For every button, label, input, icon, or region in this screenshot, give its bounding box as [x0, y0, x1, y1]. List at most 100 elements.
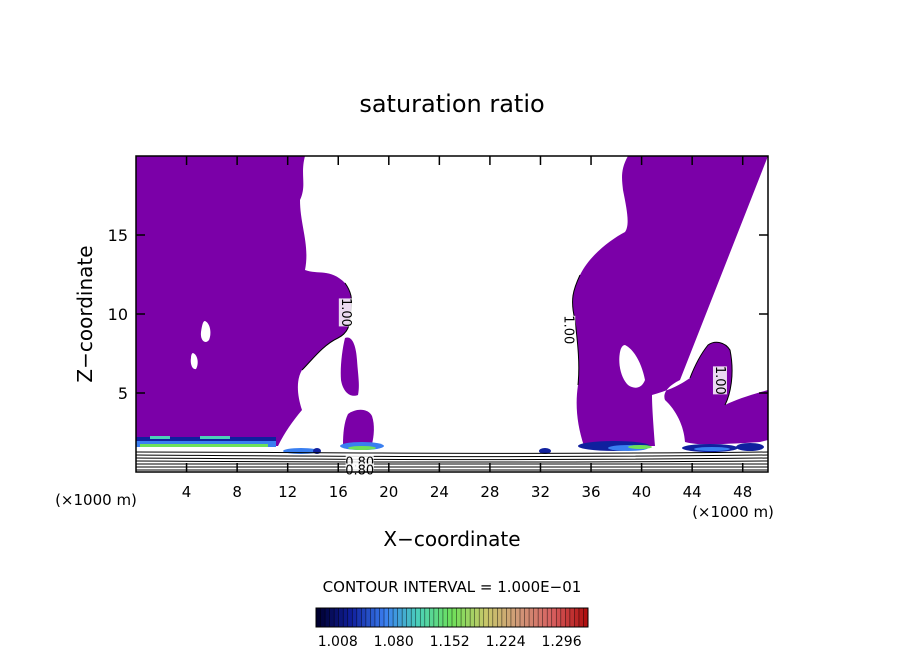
- colorbar-cell: [520, 608, 526, 627]
- x-tick-label: 8: [232, 483, 242, 501]
- subsaturated-hole-3: [619, 345, 645, 388]
- supersaturation-region-lobe-b: [343, 409, 374, 444]
- colorbar-cell: [474, 608, 480, 627]
- colorbar-cell: [510, 608, 516, 627]
- colorbar-cell: [393, 608, 399, 627]
- contour-interval-text: CONTOUR INTERVAL = 1.000E−01: [323, 578, 582, 596]
- contour-label-bg: [338, 298, 353, 327]
- colorbar-cell: [343, 608, 349, 627]
- colorbar-cell: [461, 608, 467, 627]
- contour-labels: 1.001.001.000.800.80: [338, 298, 727, 478]
- colorbar-cell: [524, 608, 530, 627]
- colorbar-cell: [574, 608, 580, 627]
- contour-label: 1.00: [338, 298, 353, 327]
- lower-supersaturation-band: [136, 436, 764, 454]
- contour-label-bg: [712, 366, 727, 395]
- colorbar-cell: [470, 608, 476, 627]
- colorbar-cell: [497, 608, 503, 627]
- colorbar-cell: [325, 608, 331, 627]
- colorbar-cell: [316, 608, 322, 627]
- x-axis-label: X−coordinate: [383, 527, 520, 551]
- supersaturation-region-left: [136, 156, 352, 446]
- x-tick-label: 48: [733, 483, 752, 501]
- chart-title: saturation ratio: [359, 90, 544, 118]
- x-unit-label-right: (×1000 m): [692, 503, 774, 521]
- colorbar-cell: [542, 608, 548, 627]
- supersaturation-region-lobe-a: [340, 337, 359, 396]
- x-tick-label: 16: [329, 483, 348, 501]
- colorbar-frame: [315, 607, 589, 628]
- contour-label-bg: [561, 315, 576, 344]
- colorbar-cell: [388, 608, 394, 627]
- colorbar-cell: [538, 608, 544, 627]
- colorbar-tick-label: 1.296: [542, 634, 582, 650]
- x-tick-label: 20: [379, 483, 398, 501]
- colorbar-cell: [406, 608, 412, 627]
- colorbar-cell: [565, 608, 571, 627]
- colorbar-cell: [397, 608, 403, 627]
- colorbar-cell: [547, 608, 553, 627]
- y-tick-label: 15: [108, 226, 128, 245]
- supersaturation-region-right: [572, 156, 768, 446]
- colorbar-cell: [356, 608, 362, 627]
- x-tick-label: 4: [182, 483, 192, 501]
- contour-label-bg: [345, 463, 374, 478]
- colorbar-cell: [456, 608, 462, 627]
- colorbar-cell: [529, 608, 535, 627]
- colorbar-cell: [492, 608, 498, 627]
- x-tick-label: 36: [581, 483, 600, 501]
- colorbar-cell: [334, 608, 340, 627]
- colorbar-cell: [442, 608, 448, 627]
- x-tick-label: 12: [278, 483, 297, 501]
- x-tick-label: 32: [531, 483, 550, 501]
- colorbar-cell: [556, 608, 562, 627]
- colorbar-cell: [452, 608, 458, 627]
- colorbar-cell: [465, 608, 471, 627]
- contour-label: 0.80: [345, 463, 374, 478]
- y-tick-label: 5: [118, 384, 128, 403]
- subsaturated-hole-2: [190, 353, 198, 370]
- colorbar-cell: [415, 608, 421, 627]
- colorbar-cell: [402, 608, 408, 627]
- colorbar-tick-label: 1.080: [374, 634, 414, 650]
- lower-contour-lines: [136, 451, 768, 471]
- colorbar-cell: [352, 608, 358, 627]
- x-tick-label: 44: [683, 483, 702, 501]
- colorbar-cell: [320, 608, 326, 627]
- colorbar-cell: [365, 608, 371, 627]
- contour-field: [136, 156, 768, 471]
- y-axis-label: Z−coordinate: [73, 245, 97, 382]
- contour-label: 1.00: [560, 315, 575, 344]
- colorbar-cell: [479, 608, 485, 627]
- colorbar-cell: [420, 608, 426, 627]
- colorbar-cell: [515, 608, 521, 627]
- colorbar-cell: [569, 608, 575, 627]
- y-ticks: 5 10 15: [108, 226, 768, 403]
- contour-label: 1.00: [712, 366, 727, 395]
- colorbar-cell: [329, 608, 335, 627]
- x-tick-label: 40: [632, 483, 651, 501]
- colorbar-tick-label: 1.008: [318, 634, 358, 650]
- colorbar-cell: [560, 608, 566, 627]
- colorbar-cell: [361, 608, 367, 627]
- y-tick-label: 10: [108, 305, 128, 324]
- x-tick-label: 28: [480, 483, 499, 501]
- x-ticks: 4 8 12 16 20 24 28 32 36 40 44 48: [182, 156, 752, 501]
- colorbar-cell: [438, 608, 444, 627]
- colorbar-cell: [429, 608, 435, 627]
- colorbar-cell: [370, 608, 376, 627]
- colorbar-cell: [347, 608, 353, 627]
- colorbar-cell: [379, 608, 385, 627]
- colorbar-cell: [433, 608, 439, 627]
- colorbar-cell: [551, 608, 557, 627]
- colorbar-ticks: 1.008 1.080 1.152 1.224 1.296: [318, 634, 582, 650]
- colorbar-tick-label: 1.224: [486, 634, 526, 650]
- colorbar: [315, 608, 589, 627]
- colorbar-cell: [578, 608, 584, 627]
- colorbar-cell: [424, 608, 430, 627]
- colorbar-cell: [338, 608, 344, 627]
- colorbar-cell: [506, 608, 512, 627]
- subsaturated-hole-1: [200, 321, 211, 343]
- colorbar-cell: [488, 608, 494, 627]
- x-tick-label: 24: [430, 483, 449, 501]
